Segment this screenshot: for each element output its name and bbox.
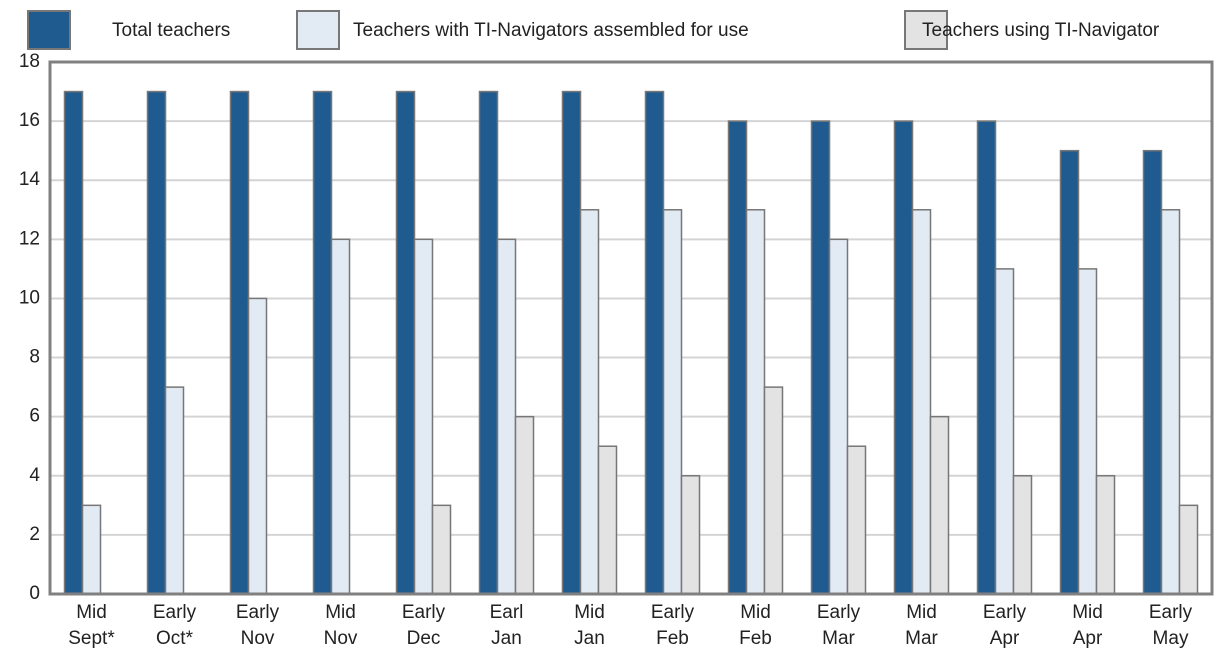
x-tick-label: Jan (574, 628, 605, 649)
bar (431, 504, 452, 595)
x-tick-label: Mid (740, 602, 771, 623)
y-tick-label: 4 (29, 465, 40, 486)
y-tick-label: 16 (19, 110, 40, 131)
x-tick-label: Jan (491, 628, 522, 649)
y-tick-label: 0 (29, 583, 40, 604)
bar (1012, 475, 1033, 595)
y-tick-label: 10 (19, 287, 40, 308)
x-tick-label: Early (983, 602, 1027, 623)
bar (247, 297, 268, 595)
x-tick-label: Early (153, 602, 197, 623)
x-tick-label: Dec (407, 628, 441, 649)
bar (727, 120, 748, 595)
bar (1178, 504, 1199, 595)
y-tick-label: 6 (29, 406, 40, 427)
y-tick-label: 14 (19, 169, 41, 190)
x-tick-label: Feb (656, 628, 689, 649)
bar (976, 120, 997, 595)
x-tick-label: May (1153, 628, 1189, 649)
bar (514, 415, 535, 595)
x-tick-label: Early (402, 602, 446, 623)
x-tick-label: Nov (324, 628, 358, 649)
bar (312, 90, 333, 595)
plot-border (48, 60, 1214, 596)
bar (63, 90, 84, 595)
bar (893, 120, 914, 595)
x-tick-label: Mid (574, 602, 605, 623)
y-tick-label: 18 (19, 51, 40, 72)
bar (146, 90, 167, 595)
legend-label: Teachers with TI-Navigators assembled fo… (353, 20, 749, 41)
bar (680, 475, 701, 595)
y-tick-label: 2 (29, 524, 40, 545)
y-tick-label: 8 (29, 347, 40, 368)
x-tick-label: Mid (1072, 602, 1103, 623)
x-tick-label: Mid (325, 602, 356, 623)
x-tick-label: Mid (76, 602, 107, 623)
x-tick-label: Apr (1073, 628, 1103, 649)
bar (1077, 268, 1098, 595)
bar (1059, 149, 1080, 595)
bar (579, 209, 600, 595)
x-tick-label: Earl (490, 602, 524, 623)
x-tick-label: Early (817, 602, 861, 623)
bar (81, 504, 102, 595)
bar (395, 90, 416, 595)
bar (496, 238, 517, 595)
bar (413, 238, 434, 595)
bar (1160, 209, 1181, 595)
x-tick-label: Mar (822, 628, 855, 649)
bar (846, 445, 867, 595)
x-tick-label: Early (651, 602, 695, 623)
bar (994, 268, 1015, 595)
bar (662, 209, 683, 595)
legend-swatch (904, 10, 948, 50)
bar (561, 90, 582, 595)
x-tick-label: Early (236, 602, 280, 623)
x-tick-label: Feb (739, 628, 772, 649)
bar (1095, 475, 1116, 595)
x-tick-label: Oct* (156, 628, 194, 649)
x-tick-label: Apr (990, 628, 1020, 649)
bar (911, 209, 932, 595)
bar (597, 445, 618, 595)
bar (229, 90, 250, 595)
bar (763, 386, 784, 595)
bar (828, 238, 849, 595)
bar (478, 90, 499, 595)
bar (929, 415, 950, 595)
bar (330, 238, 351, 595)
x-tick-label: Early (1149, 602, 1193, 623)
legend-swatch (296, 10, 340, 50)
y-tick-label: 12 (19, 228, 40, 249)
legend-label: Total teachers (112, 20, 230, 41)
x-tick-label: Mid (906, 602, 937, 623)
legend-swatch (27, 10, 71, 50)
legend-label: Teachers using TI-Navigator (922, 20, 1160, 41)
bar (810, 120, 831, 595)
bar (745, 209, 766, 595)
bar (164, 386, 185, 595)
x-tick-label: Nov (241, 628, 275, 649)
bar (644, 90, 665, 595)
x-tick-label: Sept* (68, 628, 115, 649)
x-tick-label: Mar (905, 628, 938, 649)
bar (1142, 149, 1163, 595)
